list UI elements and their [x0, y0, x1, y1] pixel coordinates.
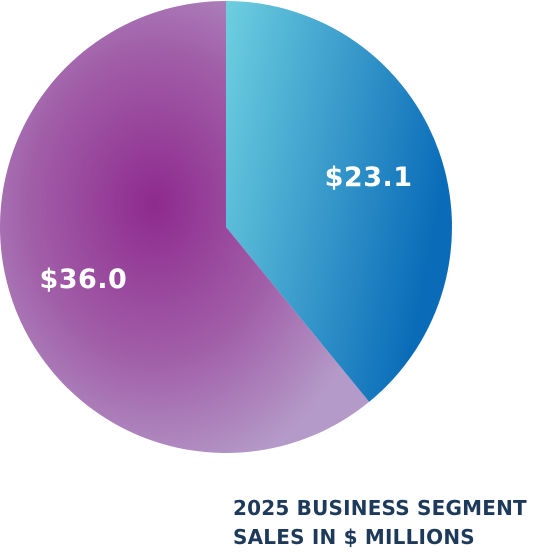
- pie-slice-segment-2: [0, 1, 370, 453]
- chart-title: 2025 BUSINESS SEGMENT SALES IN $ MILLION…: [233, 494, 527, 552]
- pie-slice-label-segment-2: $36.0: [39, 264, 127, 295]
- pie-chart: $23.1 $36.0: [0, 1, 452, 453]
- pie-slice-label-segment-1: $23.1: [325, 162, 413, 193]
- pie-chart-svg: $23.1 $36.0: [0, 1, 452, 453]
- chart-title-line-1: 2025 BUSINESS SEGMENT: [233, 496, 527, 520]
- pie-slice-segment-1: [226, 1, 452, 402]
- chart-title-line-2: SALES IN $ MILLIONS: [233, 525, 475, 549]
